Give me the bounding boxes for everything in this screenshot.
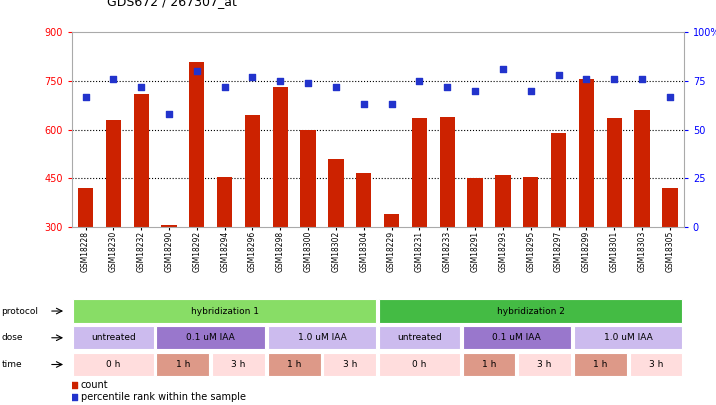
Bar (379, 353, 460, 376)
Point (69, 382, 80, 388)
Bar (73, 326, 154, 350)
Text: untreated: untreated (91, 333, 136, 342)
Bar (324, 353, 377, 376)
Point (637, 76, 648, 82)
Bar (356, 173, 372, 227)
Text: 3 h: 3 h (343, 360, 357, 369)
Point (442, 83, 453, 90)
Text: hybridization 1: hybridization 1 (190, 307, 258, 315)
Bar (212, 353, 265, 376)
Bar (468, 178, 483, 227)
Bar (245, 115, 260, 227)
Point (497, 66, 508, 72)
Bar (384, 214, 400, 227)
Bar (73, 299, 377, 323)
Text: dose: dose (1, 333, 23, 342)
Bar (301, 130, 316, 227)
Point (609, 76, 620, 82)
Bar (106, 120, 121, 227)
Bar (73, 353, 154, 376)
Text: untreated: untreated (397, 333, 442, 342)
Point (553, 72, 564, 79)
Bar (495, 175, 511, 227)
Point (219, 83, 231, 90)
Bar (629, 353, 682, 376)
Text: 1.0 uM IAA: 1.0 uM IAA (604, 333, 652, 342)
Text: 1 h: 1 h (482, 360, 496, 369)
Bar (606, 118, 622, 227)
Bar (412, 118, 427, 227)
Text: 3 h: 3 h (538, 360, 552, 369)
Text: protocol: protocol (1, 307, 39, 315)
Text: 1 h: 1 h (175, 360, 190, 369)
Bar (634, 110, 649, 227)
Text: 1.0 uM IAA: 1.0 uM IAA (298, 333, 347, 342)
Point (163, 111, 175, 117)
Bar (157, 353, 209, 376)
Bar (379, 326, 460, 350)
Bar (463, 326, 571, 350)
Bar (273, 87, 288, 227)
Bar (440, 117, 455, 227)
Point (470, 87, 481, 94)
Text: 1 h: 1 h (287, 360, 301, 369)
Point (69, 394, 80, 400)
Point (330, 83, 342, 90)
Bar (662, 188, 677, 227)
Point (274, 78, 286, 84)
Bar (574, 353, 626, 376)
Point (191, 68, 203, 75)
Text: 0.1 uM IAA: 0.1 uM IAA (186, 333, 235, 342)
Bar (379, 299, 682, 323)
Bar (268, 326, 377, 350)
Bar (579, 79, 594, 227)
Point (135, 83, 147, 90)
Text: time: time (1, 360, 22, 369)
Bar (78, 188, 93, 227)
Bar (161, 225, 177, 227)
Point (525, 87, 536, 94)
Bar (329, 159, 344, 227)
Point (664, 93, 676, 100)
Point (581, 76, 592, 82)
Text: 0.1 uM IAA: 0.1 uM IAA (493, 333, 541, 342)
Bar (463, 353, 516, 376)
Bar (157, 326, 265, 350)
Text: 3 h: 3 h (231, 360, 246, 369)
Bar (518, 353, 571, 376)
Text: 0 h: 0 h (412, 360, 427, 369)
Point (107, 76, 119, 82)
Point (414, 78, 425, 84)
Bar (189, 62, 205, 227)
Bar (574, 326, 682, 350)
Bar (133, 94, 149, 227)
Text: count: count (81, 380, 108, 390)
Bar (551, 133, 566, 227)
Text: hybridization 2: hybridization 2 (497, 307, 565, 315)
Text: 1 h: 1 h (593, 360, 607, 369)
Point (247, 74, 258, 80)
Point (302, 80, 314, 86)
Text: 0 h: 0 h (106, 360, 120, 369)
Text: 3 h: 3 h (649, 360, 663, 369)
Point (386, 101, 397, 108)
Bar (523, 177, 538, 227)
Bar (217, 177, 232, 227)
Bar (268, 353, 321, 376)
Text: GDS672 / 267307_at: GDS672 / 267307_at (107, 0, 237, 8)
Point (358, 101, 369, 108)
Text: percentile rank within the sample: percentile rank within the sample (81, 392, 246, 402)
Point (79, 93, 91, 100)
